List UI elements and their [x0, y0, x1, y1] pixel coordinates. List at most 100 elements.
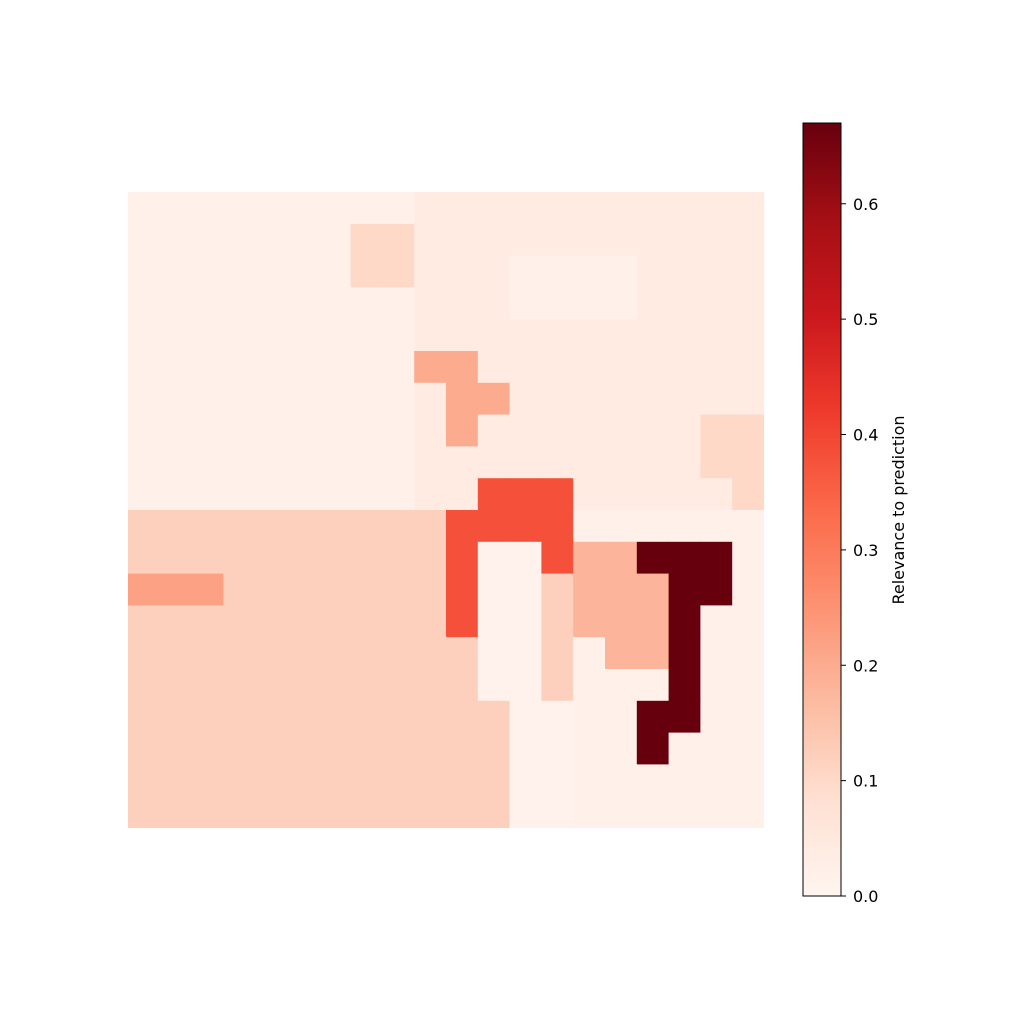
- heatmap-cell: [414, 700, 447, 734]
- heatmap-cell: [700, 287, 733, 320]
- heatmap-cell: [477, 351, 511, 384]
- heatmap-cell: [255, 700, 288, 734]
- heatmap-cell: [159, 700, 193, 734]
- heatmap-cell: [191, 605, 224, 638]
- heatmap-cell: [541, 319, 574, 352]
- heatmap-cell: [605, 351, 638, 384]
- colorbar-tick-label: 0.0: [853, 887, 878, 906]
- heatmap-cell: [159, 573, 193, 606]
- heatmap-cell: [700, 382, 733, 416]
- heatmap-cell: [668, 351, 701, 384]
- heatmap-cell: [636, 796, 670, 828]
- heatmap-cell: [159, 796, 193, 828]
- heatmap-cell: [414, 287, 447, 320]
- heatmap-cell: [382, 669, 415, 702]
- heatmap-cell: [446, 382, 479, 416]
- heatmap-cell: [287, 732, 320, 765]
- heatmap-cell: [700, 669, 733, 702]
- heatmap-cell: [668, 510, 701, 543]
- heatmap-cell: [732, 573, 764, 606]
- heatmap-cell: [255, 605, 288, 638]
- heatmap-cell: [477, 478, 511, 511]
- heatmap-cell: [509, 510, 542, 543]
- heatmap-cell: [509, 573, 542, 606]
- heatmap-cell: [446, 764, 479, 797]
- heatmap-cell: [128, 255, 161, 288]
- colorbar-label: Relevance to prediction: [889, 415, 908, 604]
- heatmap-cell: [732, 764, 764, 797]
- heatmap-cell: [700, 637, 733, 670]
- colorbar-tick-label: 0.2: [853, 656, 878, 675]
- heatmap-cell: [159, 541, 193, 575]
- heatmap-cell: [159, 414, 193, 447]
- heatmap-cell: [605, 287, 638, 320]
- heatmap-cell: [732, 319, 764, 352]
- heatmap-cell: [477, 287, 511, 320]
- heatmap-cell: [223, 223, 256, 257]
- heatmap-cell: [446, 541, 479, 575]
- heatmap-cell: [573, 510, 606, 543]
- heatmap-cell: [636, 573, 670, 606]
- heatmap-cell: [223, 255, 256, 288]
- heatmap-cell: [350, 478, 383, 511]
- heatmap-cell: [605, 700, 638, 734]
- heatmap-cell: [477, 669, 511, 702]
- heatmap-cell: [287, 478, 320, 511]
- heatmap-cell: [350, 382, 383, 416]
- heatmap-cell: [446, 637, 479, 670]
- heatmap-cell: [573, 382, 606, 416]
- heatmap-cell: [128, 510, 161, 543]
- heatmap-cell: [382, 478, 415, 511]
- heatmap-cell: [318, 796, 352, 828]
- heatmap-cell: [318, 541, 352, 575]
- heatmap-cell: [446, 319, 479, 352]
- heatmap-cell: [732, 541, 764, 575]
- heatmap-cell: [509, 796, 542, 828]
- heatmap-cell: [255, 414, 288, 447]
- heatmap-cell: [668, 255, 701, 288]
- heatmap-cell: [732, 446, 764, 479]
- heatmap-cell: [668, 319, 701, 352]
- heatmap-cell: [541, 351, 574, 384]
- heatmap-cell: [509, 669, 542, 702]
- heatmap-cell: [605, 637, 638, 670]
- heatmap-cell: [636, 732, 670, 765]
- heatmap-cell: [128, 764, 161, 797]
- heatmap-cell: [223, 192, 256, 225]
- heatmap-cell: [605, 478, 638, 511]
- heatmap-cell: [477, 573, 511, 606]
- heatmap-cell: [255, 732, 288, 765]
- heatmap-cell: [287, 287, 320, 320]
- heatmap-cell: [700, 541, 733, 575]
- heatmap-cell: [191, 446, 224, 479]
- heatmap-cell: [477, 255, 511, 288]
- heatmap-cell: [668, 287, 701, 320]
- heatmap-cell: [605, 764, 638, 797]
- heatmap-cell: [605, 223, 638, 257]
- heatmap-cell: [287, 446, 320, 479]
- heatmap-cell: [128, 414, 161, 447]
- heatmap-cell: [477, 414, 511, 447]
- heatmap-cell: [287, 541, 320, 575]
- heatmap-cell: [318, 223, 352, 257]
- colorbar-tick-label: 0.4: [853, 426, 878, 445]
- heatmap-cell: [636, 255, 670, 288]
- heatmap-cell: [509, 541, 542, 575]
- heatmap-cell: [446, 192, 479, 225]
- heatmap-cell: [636, 382, 670, 416]
- heatmap-cell: [223, 573, 256, 606]
- heatmap-cell: [414, 382, 447, 416]
- heatmap-cell: [318, 510, 352, 543]
- heatmap-cell: [700, 319, 733, 352]
- heatmap-cell: [191, 255, 224, 288]
- heatmap-cell: [446, 573, 479, 606]
- heatmap-cell: [573, 255, 606, 288]
- heatmap-cell: [636, 478, 670, 511]
- heatmap-cell: [573, 223, 606, 257]
- heatmap-cell: [668, 382, 701, 416]
- heatmap-cell: [541, 796, 574, 828]
- heatmap-cell: [541, 510, 574, 543]
- heatmap-cell: [159, 446, 193, 479]
- heatmap-cell: [700, 796, 733, 828]
- heatmap-cell: [223, 351, 256, 384]
